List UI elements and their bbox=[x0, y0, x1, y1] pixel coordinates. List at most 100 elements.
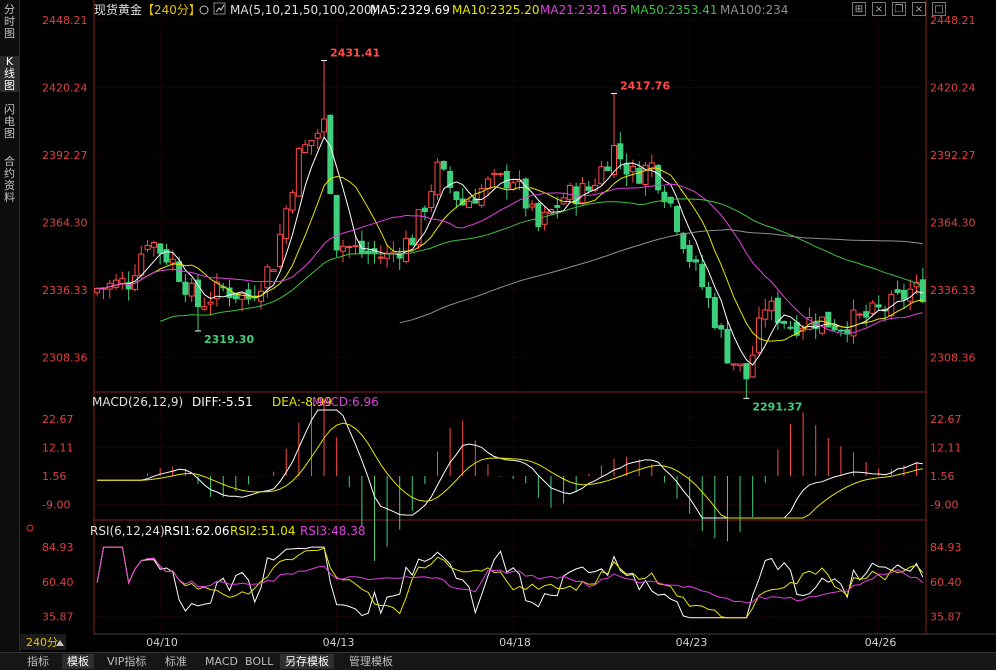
candle-body bbox=[352, 245, 359, 248]
candle-body bbox=[295, 148, 302, 197]
close-window-icon[interactable]: × bbox=[912, 2, 926, 16]
sidebar-item-kline[interactable]: K线图 bbox=[0, 56, 19, 92]
candle-body bbox=[611, 144, 617, 176]
y-tick-left: 2364.30 bbox=[42, 216, 88, 229]
candle-body bbox=[755, 317, 762, 353]
candle-body bbox=[289, 192, 296, 211]
tab-2[interactable]: VIP指标 bbox=[107, 655, 147, 668]
tab-3[interactable]: 标准 bbox=[165, 655, 187, 668]
ma10-line bbox=[97, 167, 923, 342]
sidebar-item-contract[interactable]: 合约资料 bbox=[4, 155, 15, 204]
extreme-label: 2319.30 bbox=[204, 333, 254, 346]
y-tick-left: 2420.24 bbox=[42, 81, 88, 94]
macd-dea: DEA:-8.99 bbox=[272, 395, 332, 409]
candle-body bbox=[434, 161, 441, 196]
candle-body bbox=[270, 269, 277, 272]
candle-body bbox=[793, 322, 800, 336]
candle-body bbox=[636, 167, 643, 184]
candle-body bbox=[623, 163, 630, 175]
candle-body bbox=[302, 144, 309, 154]
tab-7[interactable]: 管理模板 bbox=[349, 655, 393, 668]
candle-body bbox=[875, 304, 882, 308]
candle-body bbox=[825, 311, 832, 328]
ma5-value: MA5:2329.69 bbox=[370, 3, 450, 17]
candle-body bbox=[213, 281, 220, 300]
candle-body bbox=[648, 162, 655, 170]
rsi-tick-right: 35.87 bbox=[930, 611, 962, 624]
macd-tick-right: 12.11 bbox=[930, 442, 962, 455]
ma100-line bbox=[399, 228, 923, 324]
candle-body bbox=[421, 207, 428, 212]
candle-body bbox=[478, 187, 485, 206]
candle-body bbox=[346, 246, 353, 249]
maximize-icon[interactable]: □ bbox=[932, 2, 946, 16]
period-label[interactable]: 【240分】 bbox=[142, 3, 201, 17]
refresh-icon[interactable] bbox=[199, 5, 209, 15]
candle-body bbox=[831, 325, 838, 331]
candle-body bbox=[396, 252, 403, 259]
period-up-icon[interactable] bbox=[56, 640, 64, 646]
candle-body bbox=[195, 279, 201, 308]
candle-body bbox=[674, 206, 681, 233]
candle-body bbox=[497, 173, 504, 176]
y-tick-right: 2448.21 bbox=[930, 14, 976, 27]
rsi-tick-right: 60.40 bbox=[930, 576, 962, 589]
restore-icon[interactable]: ❐ bbox=[892, 2, 906, 16]
candle-body bbox=[201, 306, 208, 310]
candle-body bbox=[724, 328, 731, 364]
candle-body bbox=[138, 253, 145, 276]
candle-body bbox=[453, 191, 460, 200]
candle-body bbox=[321, 118, 328, 133]
tab-1[interactable]: 模板 bbox=[62, 654, 94, 669]
candle-body bbox=[711, 297, 718, 329]
candle-body bbox=[308, 139, 315, 147]
dea-line bbox=[97, 422, 923, 519]
candle-body bbox=[566, 184, 573, 200]
candle-body bbox=[94, 288, 101, 294]
rsi3-value: RSI3:48.38 bbox=[300, 524, 366, 538]
bottom-period[interactable]: 240分 bbox=[26, 636, 58, 649]
macd-tick-left: -9.00 bbox=[42, 499, 70, 512]
y-tick-left: 2392.27 bbox=[42, 149, 88, 162]
rsi1-value: RSI1:62.06 bbox=[164, 524, 230, 538]
candle-body bbox=[226, 287, 233, 299]
candle-body bbox=[787, 326, 794, 329]
rsi-settings-icon[interactable] bbox=[26, 524, 34, 532]
close-icon[interactable]: × bbox=[872, 2, 886, 16]
candle-body bbox=[169, 258, 176, 264]
x-tick-label: 04/26 bbox=[865, 636, 897, 649]
y-tick-right: 2392.27 bbox=[930, 149, 976, 162]
extreme-label: 2417.76 bbox=[620, 79, 670, 92]
candle-body bbox=[144, 245, 151, 250]
sidebar-item-flash[interactable]: 闪电图 bbox=[4, 103, 15, 140]
ma21-value: MA21:2321.05 bbox=[540, 3, 628, 17]
rsi-tick-right: 84.93 bbox=[930, 541, 962, 554]
candle-body bbox=[686, 245, 693, 262]
add-icon[interactable]: ⊞ bbox=[852, 2, 866, 16]
indicator-settings-icon[interactable] bbox=[213, 2, 226, 15]
y-tick-right: 2336.33 bbox=[930, 284, 976, 297]
tab-0[interactable]: 指标 bbox=[27, 655, 49, 668]
candle-body bbox=[642, 164, 649, 186]
candle-body bbox=[743, 363, 750, 380]
macd-tick-left: 12.11 bbox=[42, 442, 74, 455]
candle-body bbox=[365, 250, 372, 254]
candle-body bbox=[535, 203, 542, 228]
instrument-title: 现货黄金 bbox=[94, 2, 142, 17]
tab-4[interactable]: MACD bbox=[205, 655, 238, 668]
candle-body bbox=[692, 259, 699, 263]
rsi2-value: RSI2:51.04 bbox=[230, 524, 296, 538]
ma10-value: MA10:2325.20 bbox=[452, 3, 540, 17]
tab-6[interactable]: 另存模板 bbox=[280, 654, 334, 669]
sidebar-item-timeshare[interactable]: 分时图 bbox=[4, 3, 15, 40]
candle-body bbox=[327, 114, 334, 195]
kline-chart[interactable]: 2431.41 2417.76 2319.30 2291.37 2448.21 2448… bbox=[20, 0, 996, 652]
y-tick-right: 2420.24 bbox=[930, 81, 976, 94]
candle-body bbox=[579, 183, 586, 204]
candle-body bbox=[150, 242, 157, 248]
rsi-tick-left: 35.87 bbox=[42, 611, 74, 624]
tab-5[interactable]: BOLL bbox=[245, 655, 274, 668]
candle-body bbox=[333, 194, 340, 251]
candle-body bbox=[781, 321, 788, 324]
macd-value: MACD:6.96 bbox=[312, 395, 379, 409]
